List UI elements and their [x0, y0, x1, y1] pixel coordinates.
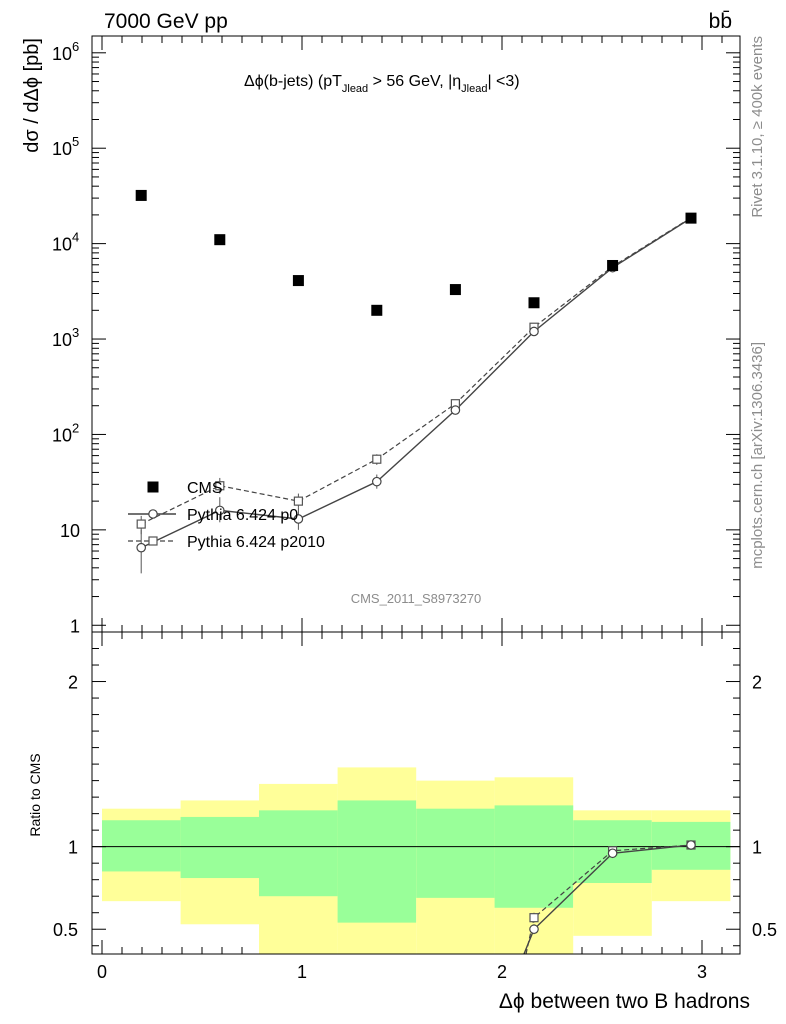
- green-band-bin: [494, 805, 574, 908]
- y-tick-label: 102: [52, 420, 79, 445]
- lower-panel: 0 1 2 3 0.5 0.5 1 1 2 2 Ratio to CMS Δϕ between t…: [27, 631, 777, 1013]
- point-cms: [685, 212, 697, 224]
- point-cms: [528, 297, 540, 309]
- y-tick-label-right: 1: [752, 838, 762, 858]
- green-band-bin: [180, 816, 259, 879]
- lower-frame: [91, 631, 741, 955]
- x-tick-label: 0: [97, 962, 107, 982]
- legend-label-1: Pythia 6.424 p0: [187, 507, 298, 524]
- series-line-p0: [140, 217, 692, 549]
- point-p0: [371, 476, 382, 487]
- x-tick-label: 1: [297, 962, 307, 982]
- y-tick-label-right: 0.5: [752, 920, 777, 940]
- point-p2010: [215, 481, 225, 491]
- y-tick-label: 106: [52, 39, 79, 64]
- legend-marker-p0: [148, 509, 158, 519]
- y-tick-label: 103: [52, 325, 79, 350]
- ratio-point-p0: [529, 924, 539, 935]
- green-band-bin: [416, 808, 495, 898]
- upper-y-axis-label: dσ / dΔϕ [pb]: [21, 38, 43, 153]
- legend-label-2: Pythia 6.424 p2010: [187, 534, 325, 551]
- point-cms: [292, 275, 304, 287]
- y-tick-label: 1: [70, 616, 80, 636]
- point-p0: [450, 405, 461, 415]
- y-tick-label-left: 1: [68, 838, 78, 858]
- title-part-c: | <3): [487, 73, 519, 90]
- point-p0: [293, 514, 304, 524]
- point-cms: [135, 189, 147, 201]
- title-sub-2: Jlead: [461, 83, 487, 95]
- y-tick-label-left: 2: [68, 673, 78, 693]
- side-label-rivet: Rivet 3.1.10, ≥ 400k events: [749, 36, 766, 218]
- legend-label-0: CMS: [187, 480, 223, 497]
- point-p0: [215, 505, 225, 516]
- point-cms: [371, 304, 383, 316]
- green-band-bin: [337, 800, 417, 923]
- lower-y-axis-label: Ratio to CMS: [27, 753, 43, 836]
- header-right-label: bb̄: [709, 10, 732, 33]
- watermark-label: CMS_2011_S8973270: [351, 591, 482, 606]
- title-sub-1: Jlead: [342, 83, 368, 95]
- ratio-point-p0: [607, 848, 618, 859]
- point-cms: [449, 284, 461, 296]
- y-tick-label: 10: [60, 521, 80, 541]
- point-cms: [214, 234, 226, 246]
- point-p2010: [293, 496, 303, 506]
- y-tick-label-left: 0.5: [53, 920, 78, 940]
- point-p2010: [136, 519, 146, 529]
- point-p0: [136, 542, 146, 553]
- x-tick-label: 2: [497, 962, 507, 982]
- x-tick-label: 3: [697, 962, 707, 982]
- ratio-line-p0: [523, 844, 692, 955]
- point-cms: [607, 259, 619, 271]
- point-p0: [529, 326, 539, 337]
- title-part-b: > 56 GeV, |η: [368, 73, 461, 90]
- y-tick-label: 105: [52, 134, 79, 159]
- upper-title: Δϕ(b-jets) (pTJlead > 56 GeV, |ηJlead| <…: [244, 73, 520, 95]
- ratio-point-p2010: [529, 913, 539, 923]
- title-part-a: Δϕ(b-jets) (pT: [244, 73, 342, 90]
- point-p2010: [372, 454, 382, 464]
- legend-marker-cms: [147, 481, 159, 493]
- x-axis-label: Δϕ between two B hadrons: [499, 990, 750, 1013]
- side-label-mcplots: mcplots.cern.ch [arXiv:1306.3436]: [749, 342, 766, 569]
- legend: CMS Pythia 6.424 p0 Pythia 6.424 p2010: [128, 480, 325, 551]
- upper-plot-area: 1 10 102 103 104 105 106: [52, 36, 740, 954]
- ratio-line-p2010: [525, 844, 692, 955]
- green-band-bin: [259, 810, 338, 897]
- ratio-point-p0: [686, 840, 696, 850]
- legend-marker-p2010: [148, 536, 158, 546]
- green-band-bin: [102, 820, 181, 872]
- series-line-p2010: [140, 217, 692, 525]
- header-left-label: 7000 GeV pp: [104, 10, 228, 33]
- y-tick-label-right: 2: [752, 673, 762, 693]
- lower-plot-area: 0 1 2 3 0.5 0.5 1 1 2 2: [53, 648, 777, 982]
- y-tick-label: 104: [52, 230, 79, 255]
